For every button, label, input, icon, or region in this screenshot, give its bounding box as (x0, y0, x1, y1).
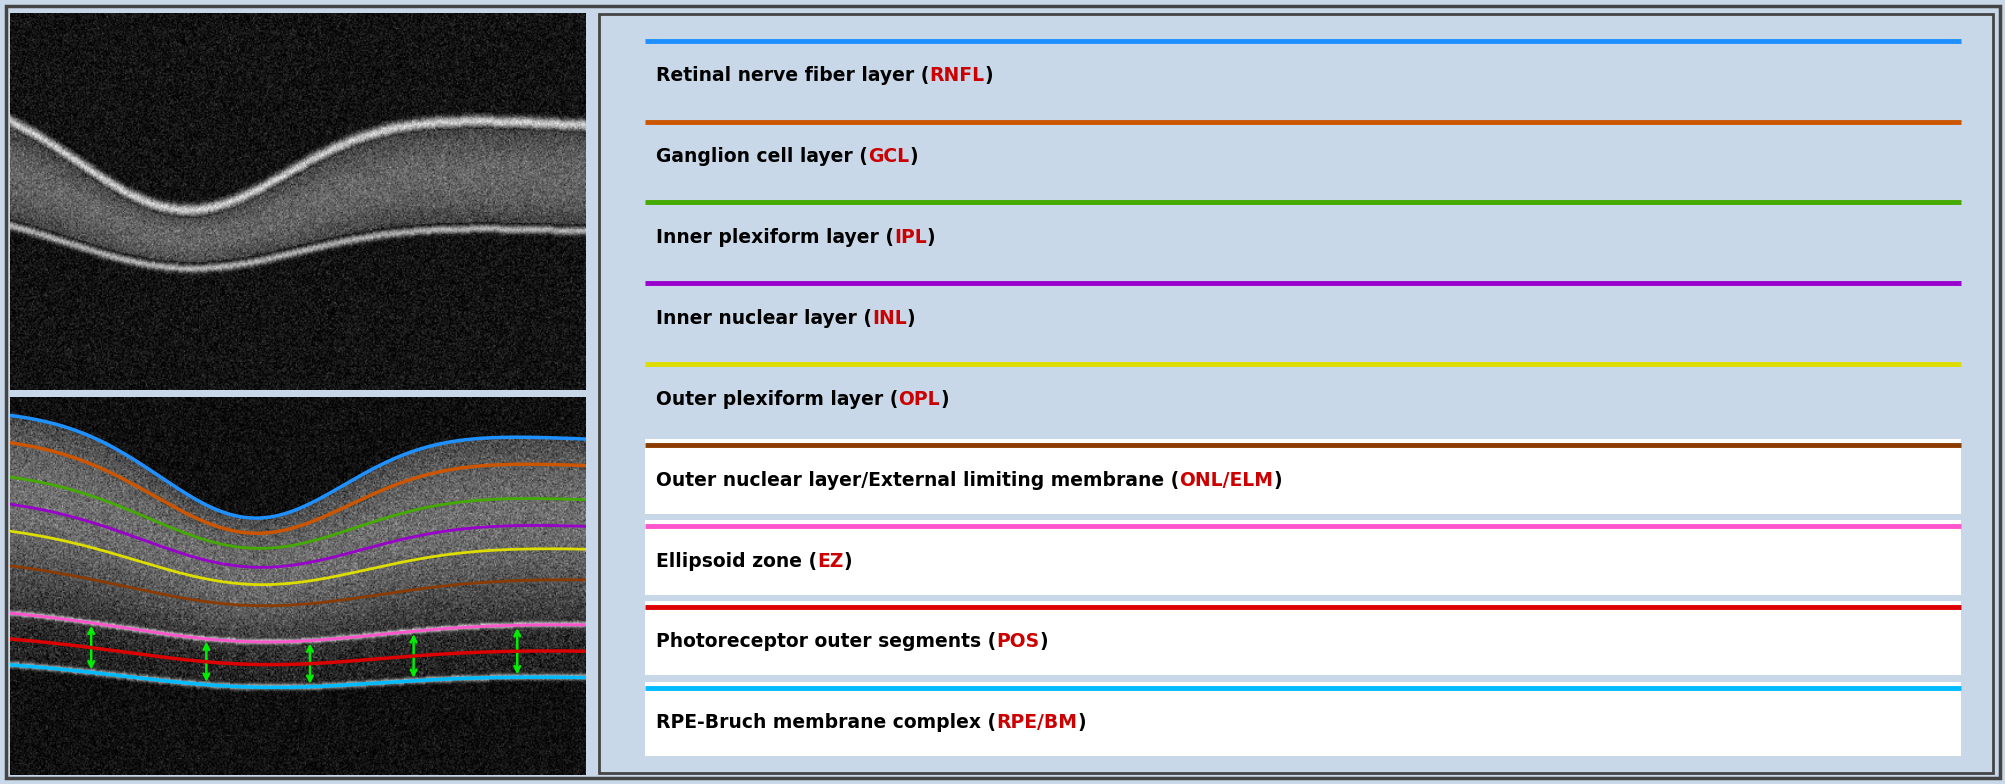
FancyBboxPatch shape (644, 681, 1961, 757)
Text: RPE-Bruch membrane complex (: RPE-Bruch membrane complex ( (656, 713, 996, 732)
Text: INL: INL (872, 309, 906, 328)
Text: RNFL: RNFL (928, 67, 984, 85)
Text: ): ) (842, 551, 852, 571)
FancyBboxPatch shape (644, 520, 1961, 594)
Text: ONL/ELM: ONL/ELM (1179, 470, 1273, 490)
Text: Retinal nerve fiber layer (: Retinal nerve fiber layer ( (656, 67, 928, 85)
Text: ): ) (908, 147, 916, 166)
Text: Inner plexiform layer (: Inner plexiform layer ( (656, 228, 894, 247)
Text: Photoreceptor outer segments (: Photoreceptor outer segments ( (656, 633, 996, 652)
Text: GCL: GCL (868, 147, 908, 166)
FancyBboxPatch shape (644, 601, 1961, 676)
FancyBboxPatch shape (644, 439, 1961, 514)
Text: ): ) (926, 228, 934, 247)
Text: Inner nuclear layer (: Inner nuclear layer ( (656, 309, 872, 328)
Text: POS: POS (996, 633, 1039, 652)
Text: OPL: OPL (898, 390, 940, 408)
Text: RPE/BM: RPE/BM (996, 713, 1077, 732)
Text: Ganglion cell layer (: Ganglion cell layer ( (656, 147, 868, 166)
Text: ): ) (906, 309, 914, 328)
Text: ): ) (1077, 713, 1085, 732)
Text: ): ) (940, 390, 948, 408)
Text: Ellipsoid zone (: Ellipsoid zone ( (656, 551, 816, 571)
Text: Outer plexiform layer (: Outer plexiform layer ( (656, 390, 898, 408)
Text: IPL: IPL (894, 228, 926, 247)
Text: ): ) (984, 67, 992, 85)
Text: ): ) (1273, 470, 1281, 490)
Text: Outer nuclear layer/External limiting membrane (: Outer nuclear layer/External limiting me… (656, 470, 1179, 490)
FancyBboxPatch shape (597, 14, 1993, 773)
Text: EZ: EZ (816, 551, 842, 571)
Text: ): ) (1039, 633, 1047, 652)
